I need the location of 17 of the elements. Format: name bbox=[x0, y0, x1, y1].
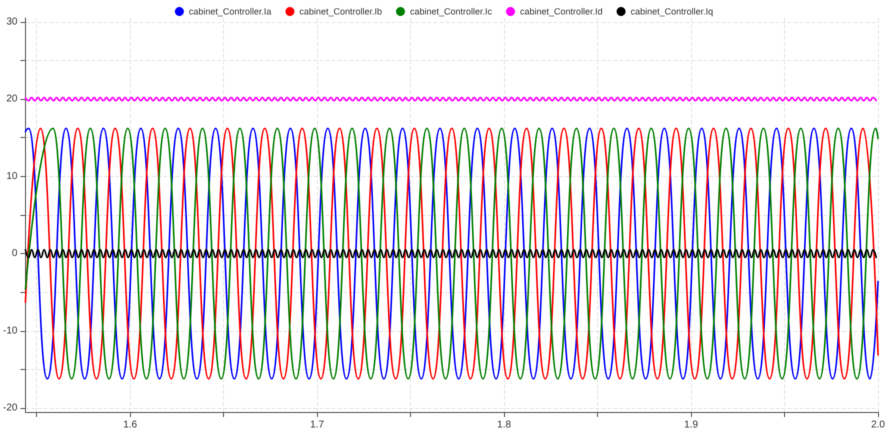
x-tick-label: 2.0 bbox=[871, 420, 886, 430]
y-tick-label: 30 bbox=[6, 16, 18, 28]
y-tick-label: 20 bbox=[6, 94, 18, 105]
y-tick-label: -10 bbox=[3, 325, 18, 336]
x-tick-label: 1.6 bbox=[123, 420, 138, 430]
y-tick-label: -20 bbox=[3, 402, 18, 414]
x-tick-label: 1.7 bbox=[310, 420, 325, 430]
x-tick-label: 1.9 bbox=[684, 420, 698, 430]
y-tick-label: 0 bbox=[12, 248, 18, 260]
legend-label: cabinet_Controller.Ic bbox=[410, 6, 493, 16]
legend-label: cabinet_Controller.Id bbox=[520, 6, 603, 16]
legend-label: cabinet_Controller.Iq bbox=[630, 6, 714, 16]
legend-label: cabinet_Controller.Ia bbox=[188, 6, 272, 16]
line-series bbox=[24, 128, 879, 380]
legend-label: cabinet_Controller.Ib bbox=[299, 6, 382, 16]
x-tick-label: 1.8 bbox=[497, 420, 512, 430]
y-tick-label: 10 bbox=[6, 170, 18, 182]
